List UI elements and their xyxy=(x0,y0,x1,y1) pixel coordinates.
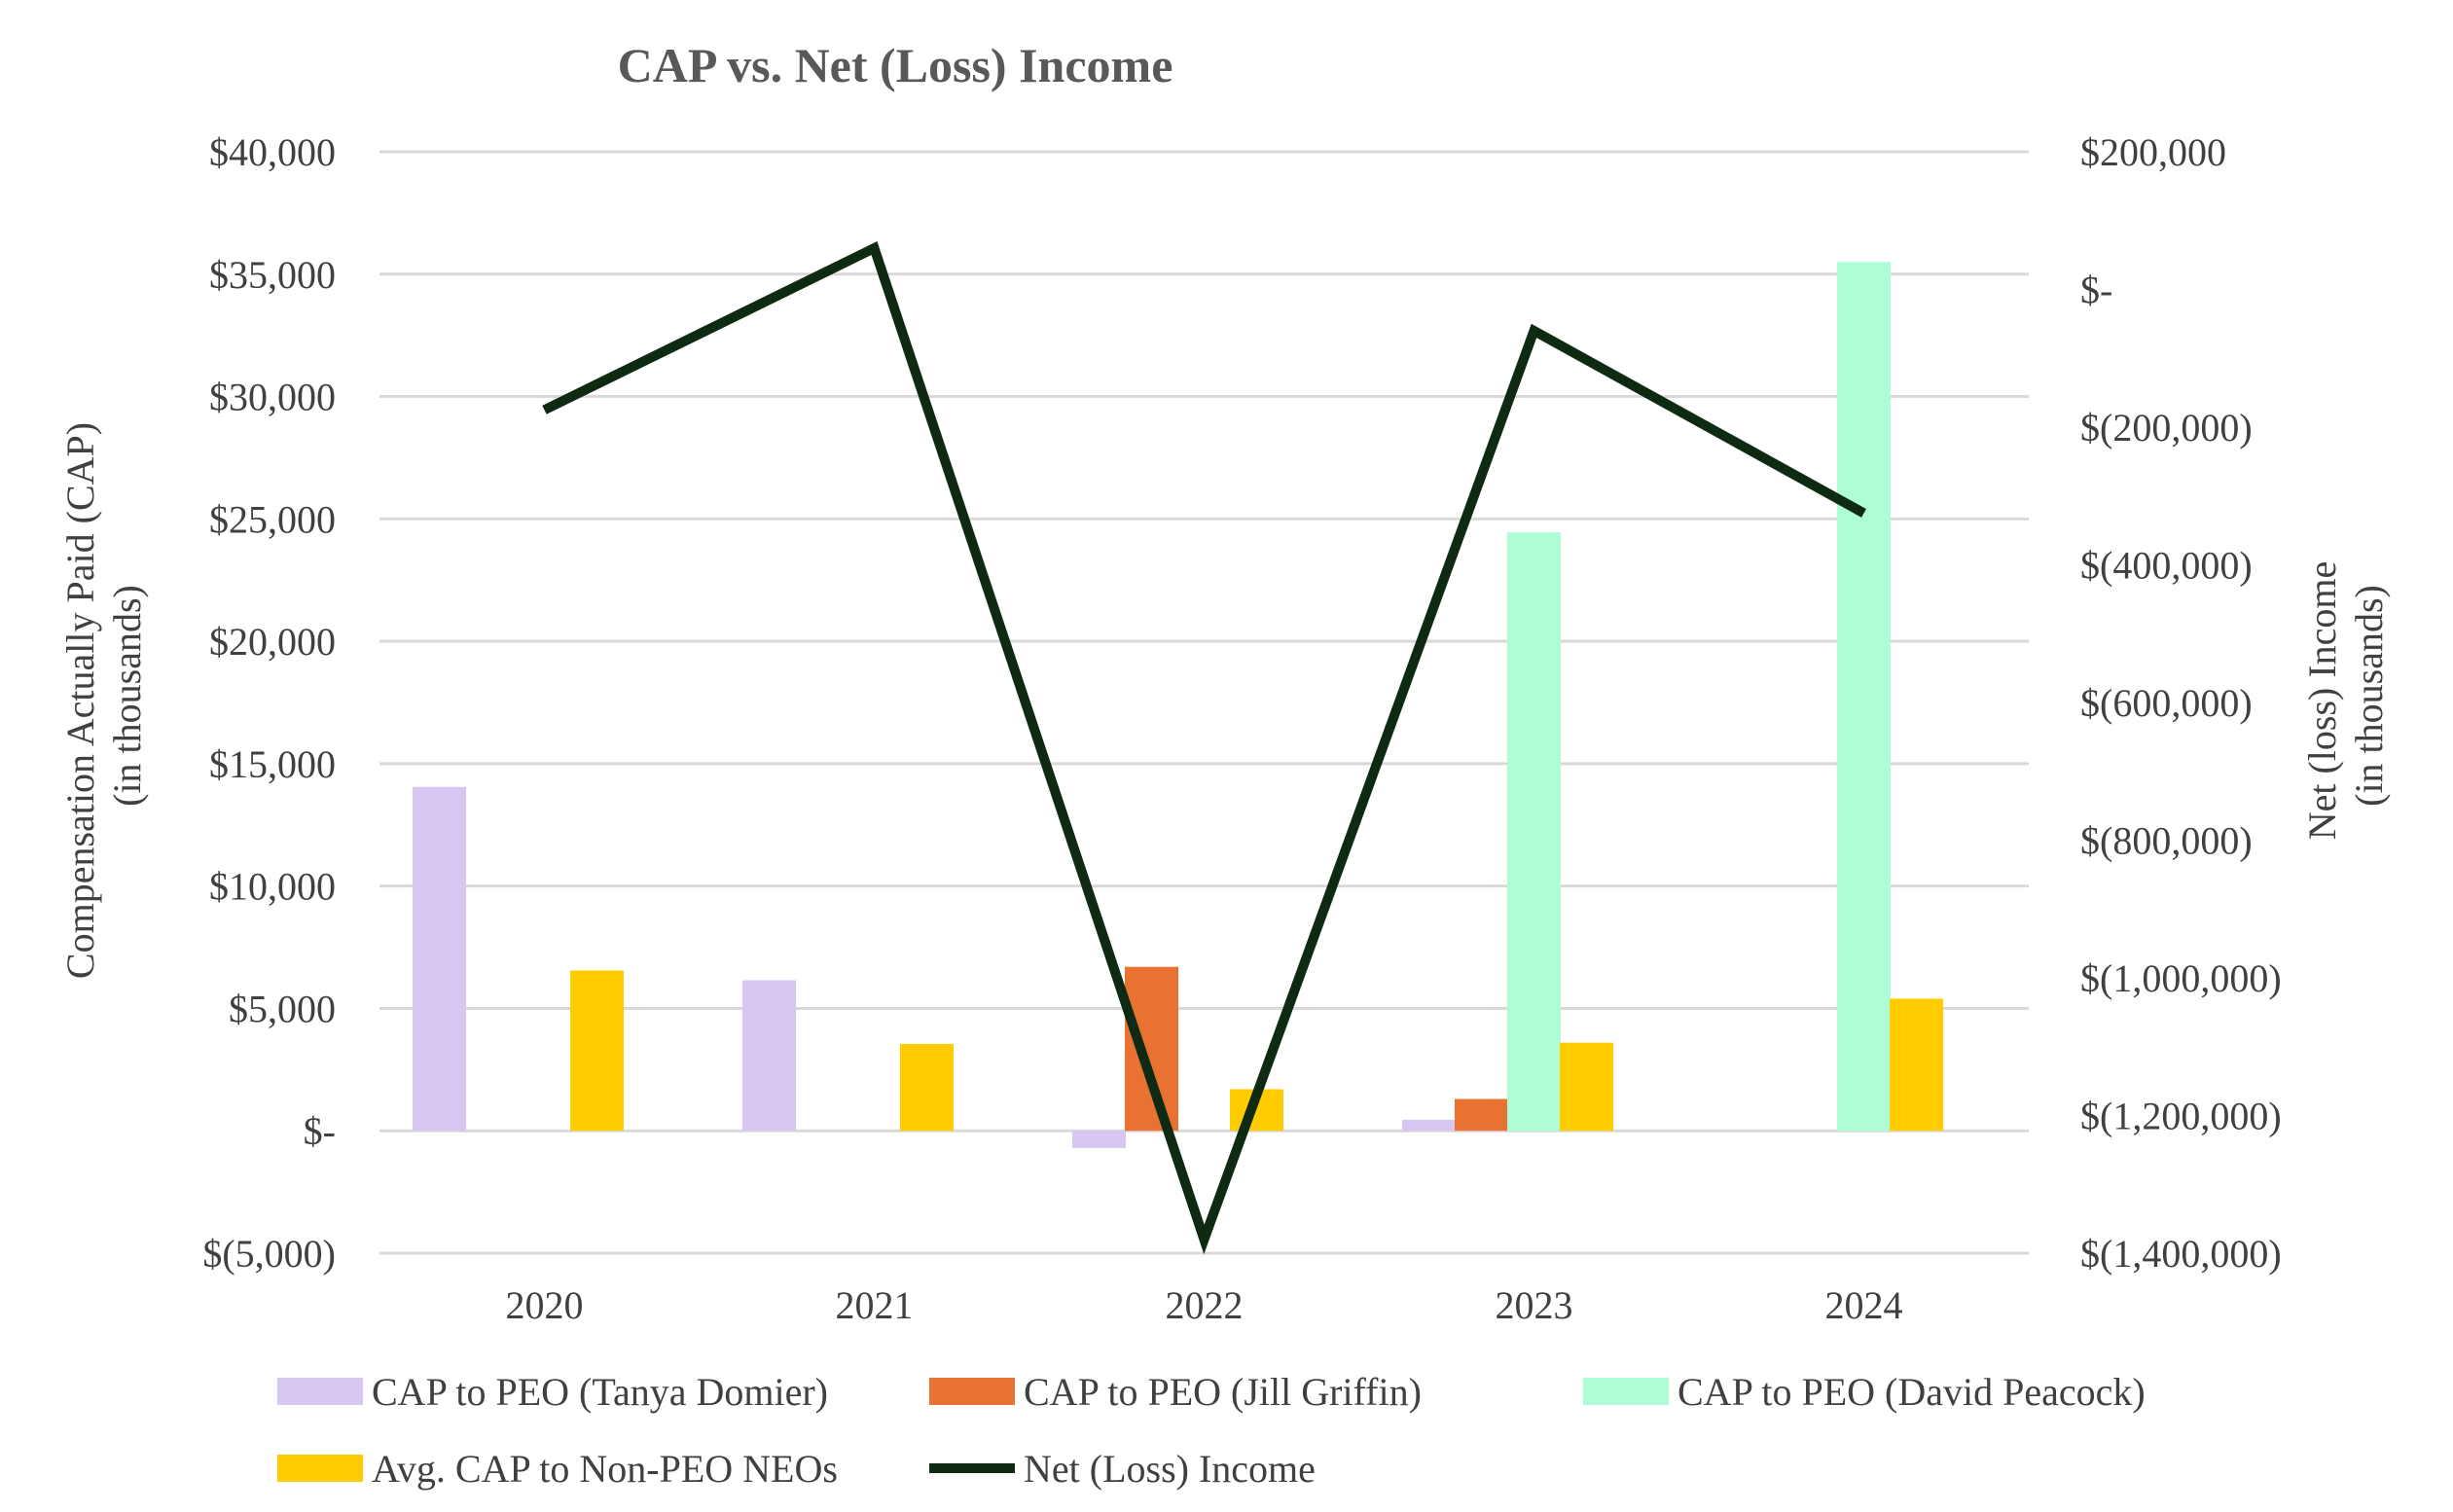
line-series xyxy=(542,241,1866,1255)
right-axis-title-line1: Net (loss) Income xyxy=(2300,561,2344,841)
left-axis-title: Compensation Actually Paid (CAP) (in tho… xyxy=(58,413,149,979)
left-axis-ticks: $40,000 $35,000 $30,000 $25,000 $20,000 $15,0… xyxy=(202,130,336,1276)
legend-swatch-david xyxy=(1583,1378,1669,1405)
right-tick-label: $(600,000) xyxy=(2080,681,2253,725)
left-axis-title-line2: (in thousands) xyxy=(105,585,149,807)
right-tick-label: $(1,000,000) xyxy=(2080,956,2282,1000)
left-tick-label: $30,000 xyxy=(209,376,336,419)
left-axis-title-line1: Compensation Actually Paid (CAP) xyxy=(58,422,102,979)
bar xyxy=(413,786,466,1132)
bar xyxy=(570,970,624,1132)
left-tick-label: $- xyxy=(304,1109,336,1153)
bar xyxy=(1837,262,1891,1132)
right-axis-ticks: $200,000 $- $(200,000) $(400,000) $(600,000)… xyxy=(2080,130,2282,1276)
legend-label-david: CAP to PEO (David Peacock) xyxy=(1677,1370,2146,1414)
left-tick-label: $40,000 xyxy=(209,130,336,174)
bar xyxy=(1455,1098,1508,1132)
right-axis-title-line2: (in thousands) xyxy=(2347,585,2391,807)
bar xyxy=(1560,1042,1613,1132)
right-tick-label: $(800,000) xyxy=(2080,819,2253,863)
legend-label-tanya: CAP to PEO (Tanya Domier) xyxy=(372,1370,828,1414)
x-tick-label: 2024 xyxy=(1825,1283,1903,1327)
x-tick-label: 2020 xyxy=(506,1283,584,1327)
left-tick-label: $5,000 xyxy=(229,987,336,1030)
left-tick-label: $(5,000) xyxy=(202,1232,336,1276)
bar xyxy=(1072,1131,1126,1148)
left-tick-label: $25,000 xyxy=(209,497,336,541)
right-tick-label: $(1,400,000) xyxy=(2080,1232,2282,1276)
net-income-line xyxy=(542,241,1866,1255)
legend: CAP to PEO (Tanya Domier) CAP to PEO (Ji… xyxy=(277,1370,2146,1491)
bar xyxy=(1507,532,1561,1132)
left-tick-label: $35,000 xyxy=(209,253,336,297)
x-axis-ticks: 2020 2021 2022 2023 2024 xyxy=(506,1283,1903,1327)
bar xyxy=(1890,998,1943,1132)
right-tick-label: $200,000 xyxy=(2080,130,2226,174)
bar xyxy=(900,1043,954,1132)
legend-swatch-nonpeo xyxy=(277,1455,363,1482)
right-tick-label: $(1,200,000) xyxy=(2080,1095,2282,1138)
legend-swatch-tanya xyxy=(277,1378,363,1405)
left-tick-label: $10,000 xyxy=(209,865,336,909)
x-tick-label: 2021 xyxy=(836,1283,914,1327)
left-tick-label: $20,000 xyxy=(209,620,336,664)
bar xyxy=(1402,1119,1456,1132)
bar xyxy=(742,980,796,1132)
legend-swatch-jill xyxy=(929,1378,1015,1405)
left-tick-label: $15,000 xyxy=(209,742,336,786)
chart-title: CAP vs. Net (Loss) Income xyxy=(618,38,1173,92)
x-tick-label: 2022 xyxy=(1166,1283,1244,1327)
right-tick-label: $(400,000) xyxy=(2080,544,2253,588)
legend-label-jill: CAP to PEO (Jill Griffin) xyxy=(1024,1370,1422,1414)
legend-label-nonpeo: Avg. CAP to Non-PEO NEOs xyxy=(372,1447,838,1491)
right-tick-label: $- xyxy=(2080,269,2112,312)
bar xyxy=(1125,966,1178,1132)
bars xyxy=(413,262,1943,1148)
legend-label-net-income: Net (Loss) Income xyxy=(1024,1447,1316,1491)
right-tick-label: $(200,000) xyxy=(2080,406,2253,450)
right-axis-title: Net (loss) Income (in thousands) xyxy=(2300,552,2391,841)
x-tick-label: 2023 xyxy=(1496,1283,1573,1327)
gridlines xyxy=(379,150,2029,1255)
